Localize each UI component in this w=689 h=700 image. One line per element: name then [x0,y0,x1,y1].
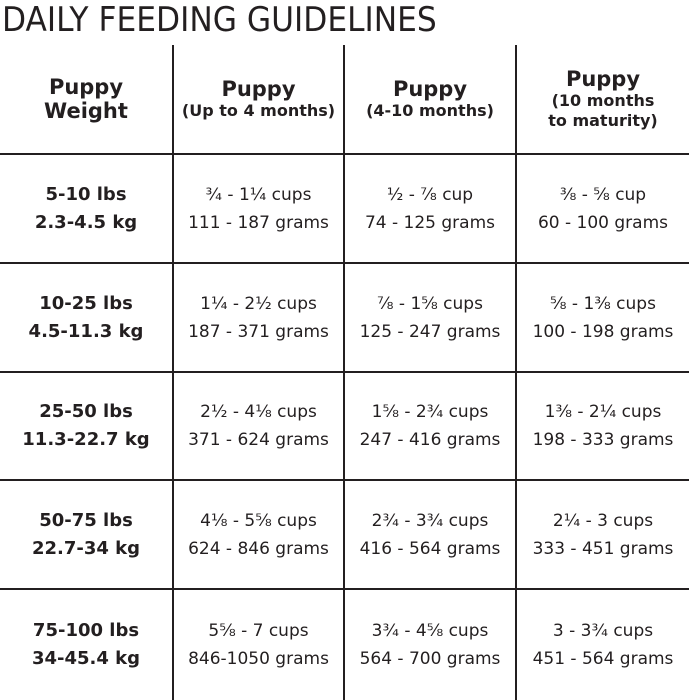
weight-lbs: 10-25 lbs [39,292,133,314]
amount-cups: ⅞ - 1⅝ cups [377,293,483,314]
header-main-label: Puppy [565,67,641,91]
amount-cell: 3¾ - 4⅝ cups 564 - 700 grams [345,590,515,700]
weight-lbs: 5-10 lbs [45,183,127,205]
amount-cell: ⅞ - 1⅝ cups 125 - 247 grams [345,264,515,371]
amount-grams: 371 - 624 grams [188,430,329,450]
weight-lbs: 75-100 lbs [32,620,140,641]
feeding-table: Puppy Weight Puppy (Up to 4 months) Pupp… [0,45,689,700]
row-divider [0,479,689,481]
amount-grams: 333 - 451 grams [532,538,674,559]
amount-grams: 846-1050 grams [188,649,329,669]
amount-cell: 1⅜ - 2¼ cups 198 - 333 grams [517,373,689,479]
amount-cell: 1¼ - 2½ cups 187 - 371 grams [174,264,343,371]
amount-grams: 451 - 564 grams [532,649,674,669]
amount-cell: 1⅝ - 2¾ cups 247 - 416 grams [345,373,515,479]
amount-cups: 2½ - 4⅛ cups [200,402,317,422]
amount-cell: 4⅛ - 5⅝ cups 624 - 846 grams [174,481,343,588]
amount-cups: 3 - 3¾ cups [552,621,654,641]
row-divider [0,262,689,264]
amount-grams: 111 - 187 grams [188,212,329,233]
amount-cups: ⅝ - 1⅜ cups [550,293,656,314]
row-divider [0,371,689,373]
header-sub-label: (4-10 months) [366,101,494,120]
weight-kg: 22.7-34 kg [31,537,141,559]
amount-grams: 100 - 198 grams [532,321,674,342]
weight-cell: 5-10 lbs 2.3-4.5 kg [0,155,172,262]
amount-cell: 2¾ - 3¾ cups 416 - 564 grams [345,481,515,588]
amount-cups: 1⅜ - 2¼ cups [544,402,662,422]
header-main-label: Puppy [221,77,296,101]
row-divider [0,153,689,155]
amount-cell: ⅜ - ⅝ cup 60 - 100 grams [517,155,689,262]
amount-grams: 74 - 125 grams [364,212,496,233]
weight-kg: 2.3-4.5 kg [34,211,138,233]
amount-cups: ⅜ - ⅝ cup [559,184,647,205]
page-title: DAILY FEEDING GUIDELINES [2,0,437,40]
weight-lbs: 50-75 lbs [39,509,133,531]
amount-grams: 416 - 564 grams [359,538,501,559]
amount-cell: ⅝ - 1⅜ cups 100 - 198 grams [517,264,689,371]
amount-grams: 125 - 247 grams [359,321,501,342]
amount-cell: 2½ - 4⅛ cups 371 - 624 grams [174,373,343,479]
header-weight: Puppy Weight [0,45,172,153]
weight-kg: 11.3-22.7 kg [22,429,150,450]
weight-kg: 34-45.4 kg [31,648,141,669]
row-divider [0,588,689,590]
amount-cups: ¾ - 1¼ cups [205,184,312,205]
header-sub-label: (Up to 4 months) [181,101,336,120]
header-4-10-months: Puppy (4-10 months) [345,45,515,153]
header-weight-label: Puppy Weight [44,75,128,123]
amount-grams: 187 - 371 grams [188,321,329,342]
header-sub-label: (10 months to maturity) [548,91,658,130]
amount-cups: 2¼ - 3 cups [552,510,654,531]
header-10-months-to-maturity: Puppy (10 months to maturity) [517,45,689,153]
amount-grams: 60 - 100 grams [537,212,669,233]
weight-lbs: 25-50 lbs [39,401,133,422]
amount-cell: 2¼ - 3 cups 333 - 451 grams [517,481,689,588]
amount-cell: 5⅝ - 7 cups 846-1050 grams [174,590,343,700]
amount-cups: 1⅝ - 2¾ cups [371,402,489,422]
weight-kg: 4.5-11.3 kg [28,320,144,342]
header-up-to-4-months: Puppy (Up to 4 months) [174,45,343,153]
amount-cell: ¾ - 1¼ cups 111 - 187 grams [174,155,343,262]
amount-cups: 3¾ - 4⅝ cups [371,621,489,641]
amount-grams: 564 - 700 grams [359,649,501,669]
amount-cups: 1¼ - 2½ cups [200,293,317,314]
amount-grams: 624 - 846 grams [188,538,329,559]
header-main-label: Puppy [392,77,468,101]
weight-cell: 25-50 lbs 11.3-22.7 kg [0,373,172,479]
weight-cell: 10-25 lbs 4.5-11.3 kg [0,264,172,371]
amount-cell: ½ - ⅞ cup 74 - 125 grams [345,155,515,262]
amount-cups: 4⅛ - 5⅝ cups [200,510,317,531]
weight-cell: 75-100 lbs 34-45.4 kg [0,590,172,700]
amount-grams: 247 - 416 grams [359,430,501,450]
amount-cups: 5⅝ - 7 cups [208,621,309,641]
amount-cell: 3 - 3¾ cups 451 - 564 grams [517,590,689,700]
amount-cups: 2¾ - 3¾ cups [371,510,489,531]
weight-cell: 50-75 lbs 22.7-34 kg [0,481,172,588]
amount-cups: ½ - ⅞ cup [386,184,474,205]
amount-grams: 198 - 333 grams [532,430,674,450]
